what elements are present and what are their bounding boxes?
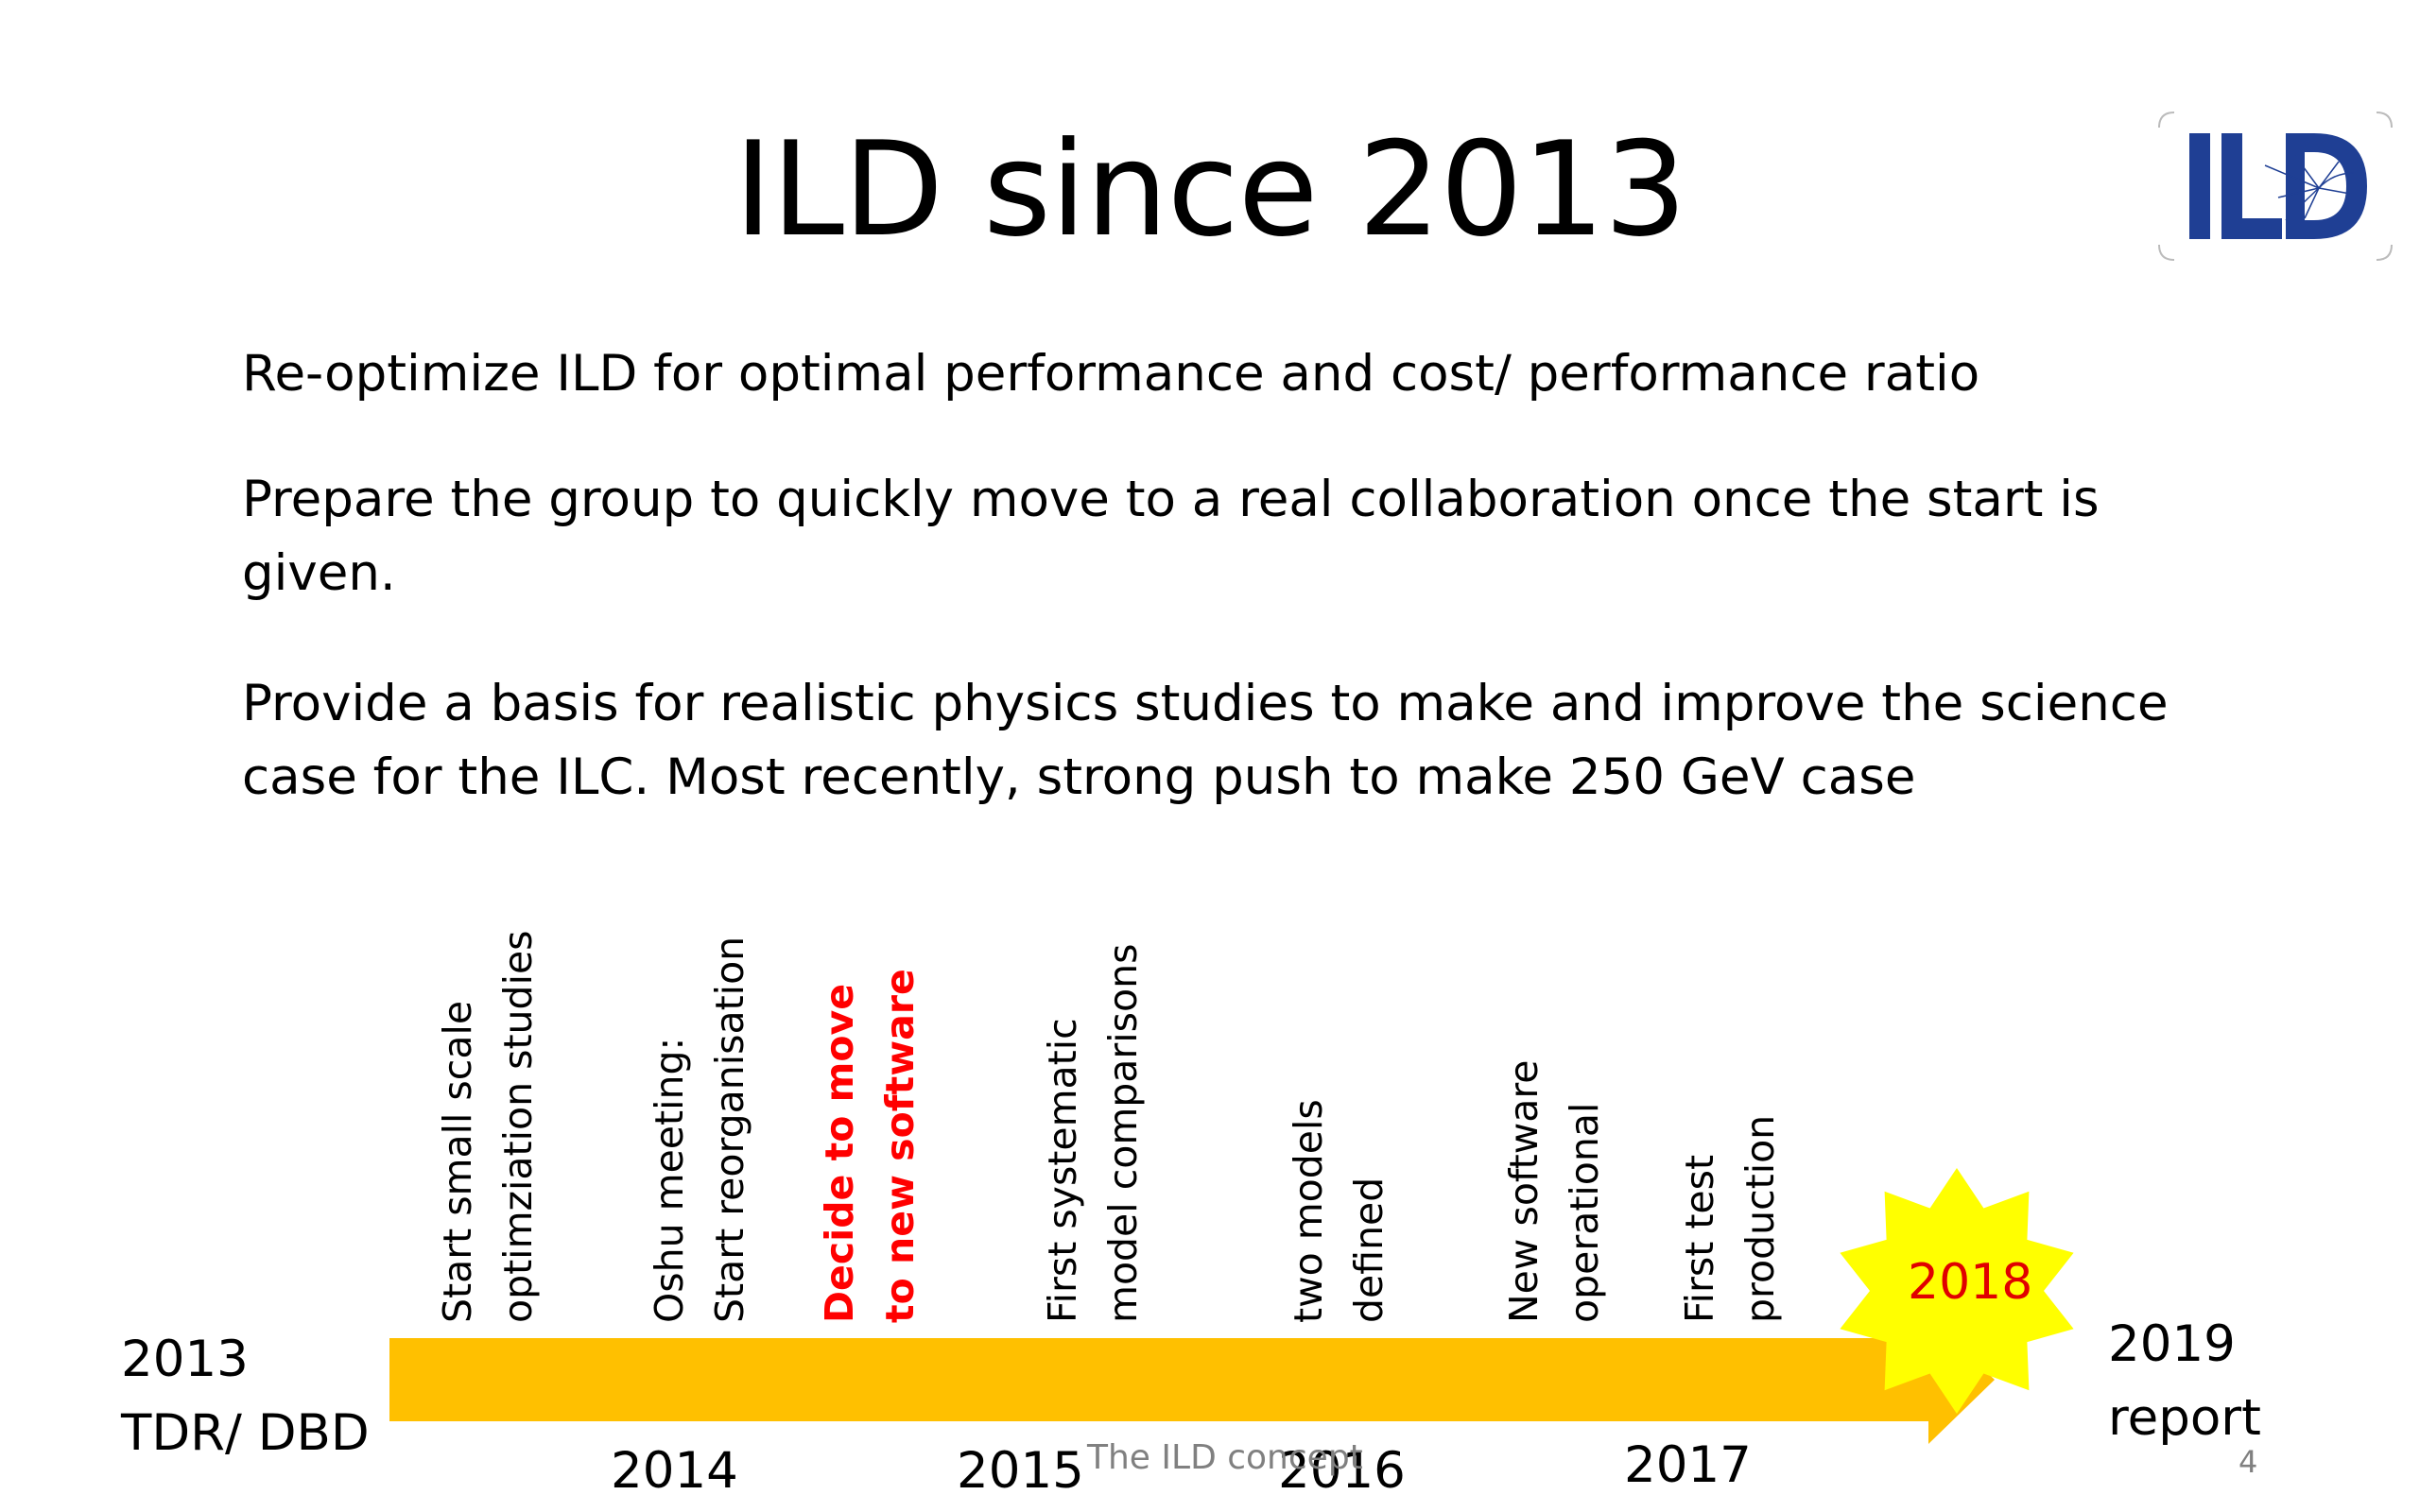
year-tick-2015: 2015 [957, 1442, 1084, 1500]
event-label-new-software-decision: Decide to move to new software [817, 969, 923, 1323]
end-year: 2019 [2108, 1315, 2236, 1373]
end-label: report [2108, 1389, 2261, 1447]
event-label-oshu-meeting: Oshu meeting: Start reorganisation [647, 936, 752, 1323]
highlight-year: 2018 [1908, 1254, 2033, 1311]
event-label-two-models: two models defined [1286, 1099, 1392, 1323]
year-tick-2014: 2014 [611, 1442, 738, 1500]
year-tick-2016: 2016 [1278, 1442, 1406, 1500]
slide-title: ILD since 2013 [734, 113, 1686, 266]
slide-footer: The ILD concept [1087, 1438, 1363, 1477]
highlight-star [1840, 1168, 2074, 1414]
event-label-model-comparisons: First systematic model comparisons [1040, 943, 1146, 1323]
timeline-end: 2019 report [2108, 1315, 2261, 1448]
start-label: TDR/ DBD [121, 1404, 370, 1462]
event-label-optimization-studies: Start small scale optimziation studies [435, 930, 541, 1323]
page-number: 4 [2238, 1444, 2258, 1480]
objective-paragraph-2: Prepare the group to quickly move to a r… [242, 471, 2100, 602]
objective-paragraph-3: Provide a basis for realistic physics st… [242, 675, 2169, 806]
event-label-test-production: First test production [1677, 1114, 1783, 1323]
start-year: 2013 [121, 1331, 249, 1388]
event-label-software-operational: New software operational [1501, 1059, 1607, 1323]
objective-paragraph-1: Re-optimize ILD for optimal performance … [242, 345, 1980, 403]
timeline-arrow [389, 1315, 1995, 1444]
timeline-start: 2013 TDR/ DBD [121, 1331, 370, 1463]
ild-logo [2158, 112, 2393, 261]
year-tick-2017: 2017 [1624, 1436, 1752, 1494]
